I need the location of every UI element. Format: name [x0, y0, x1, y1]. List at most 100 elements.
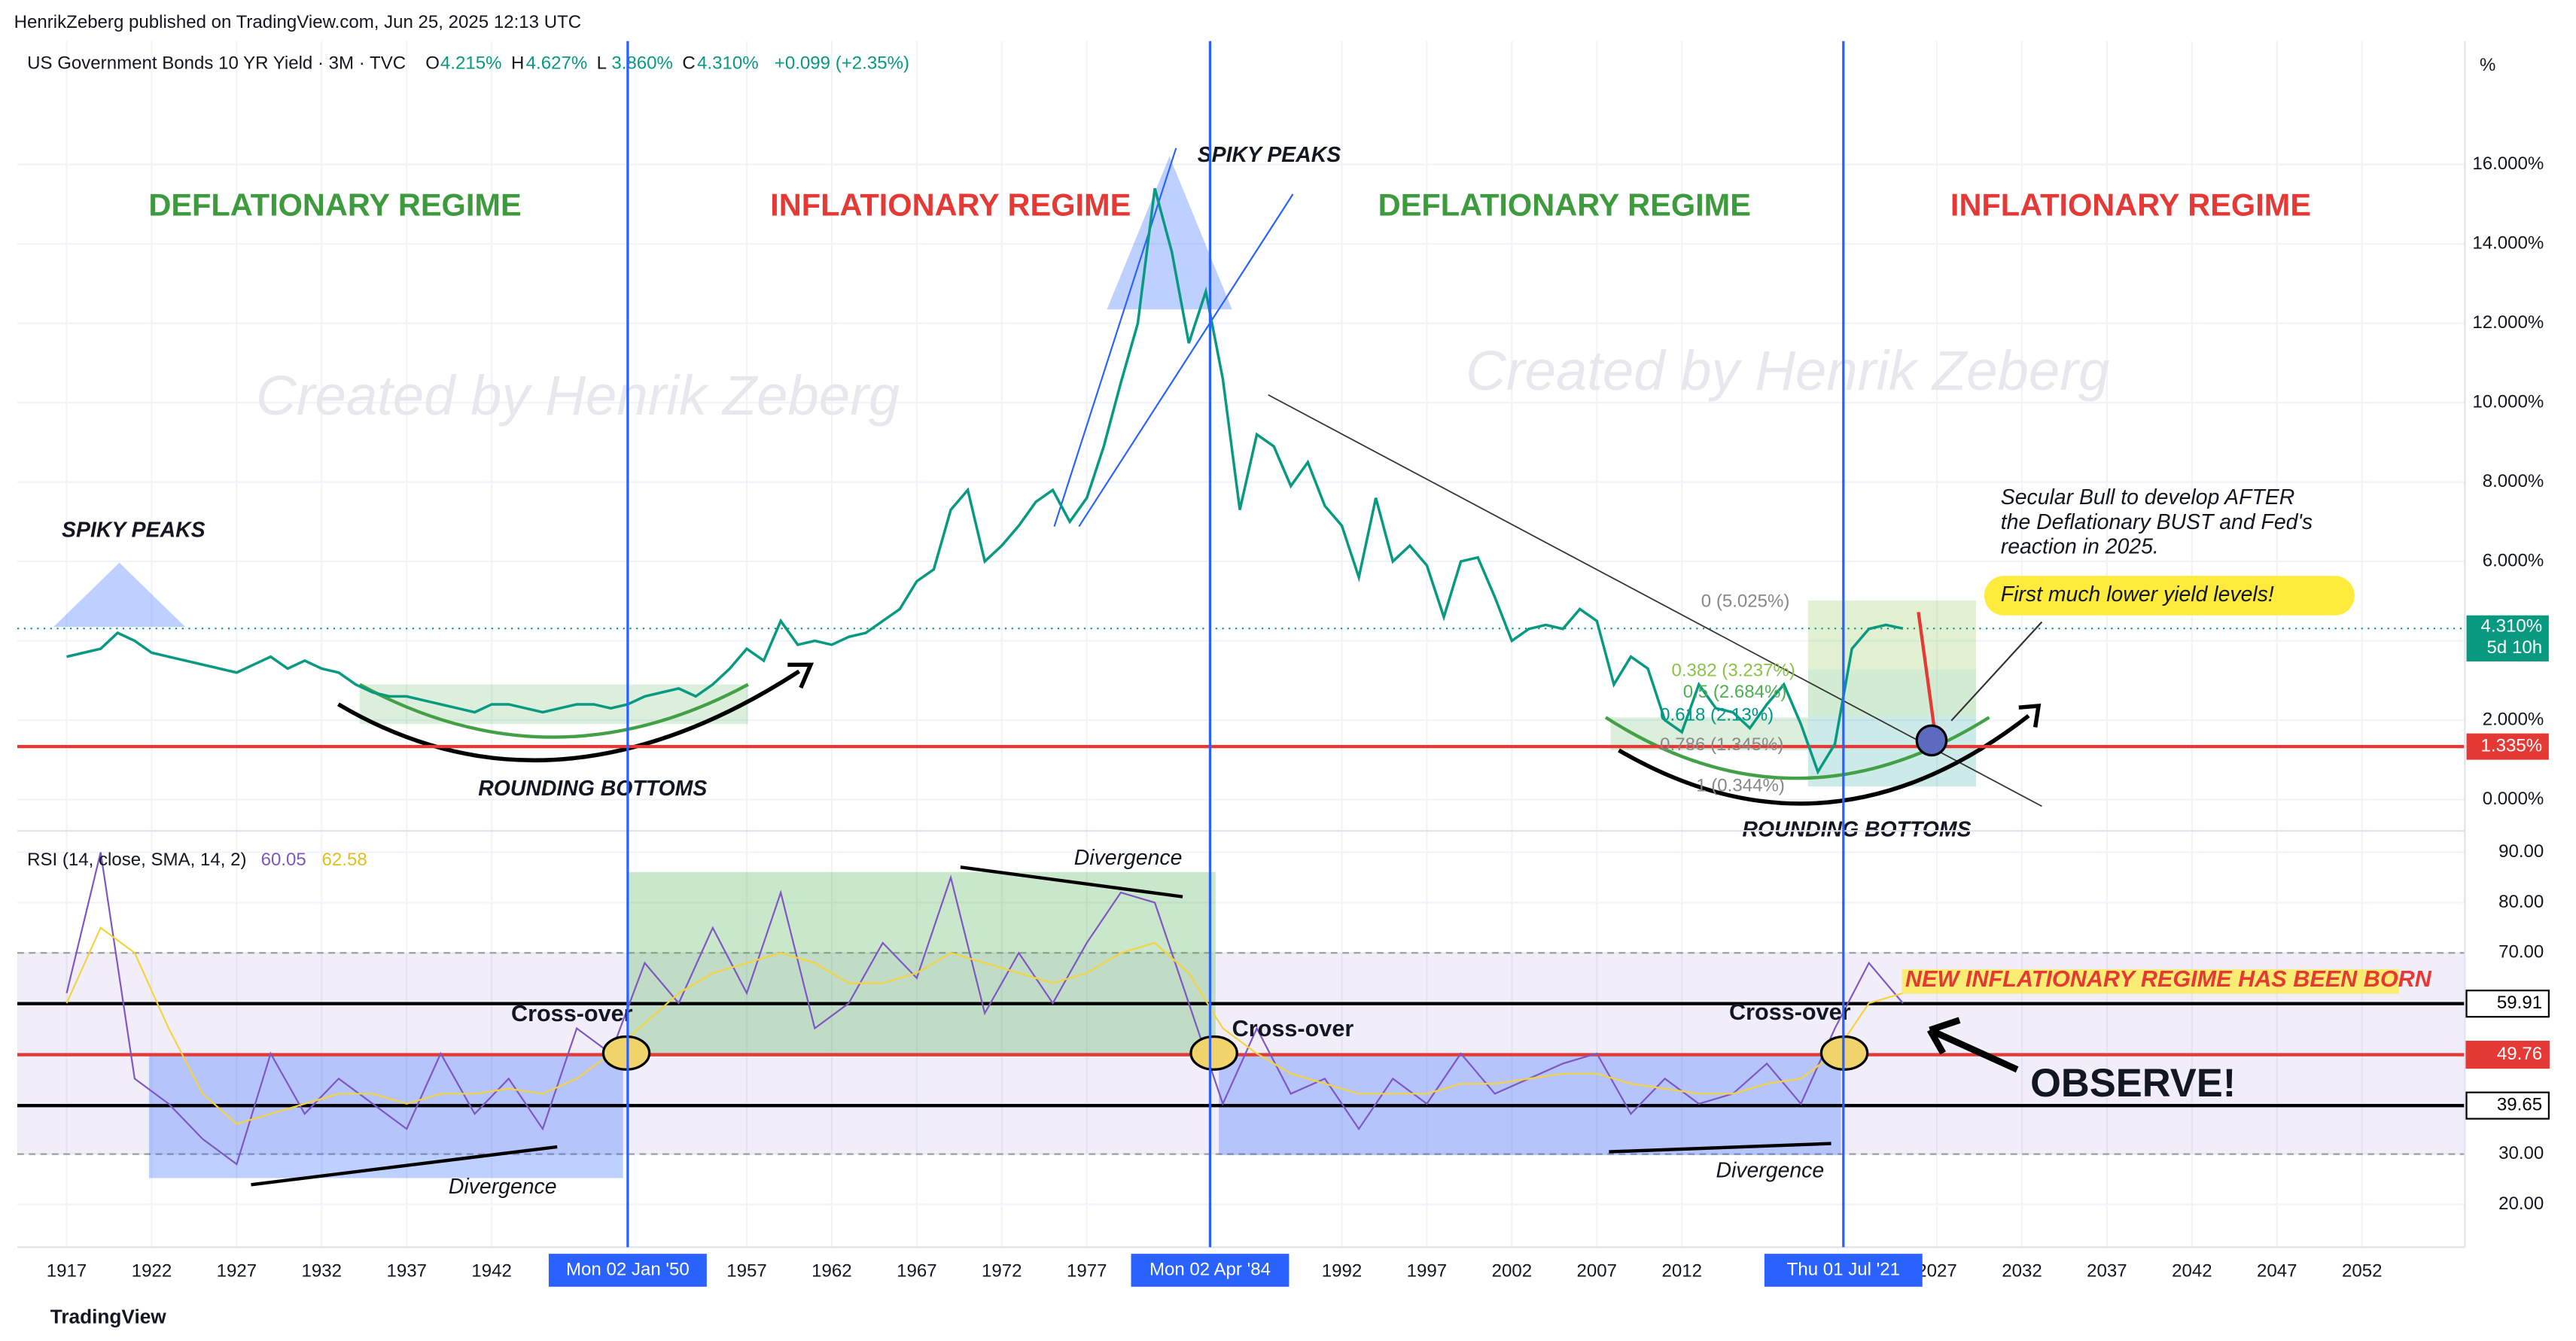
annotation: Divergence — [1716, 1158, 1824, 1182]
rounding-arc — [358, 683, 749, 739]
y-tick-label: 6.000% — [2483, 550, 2544, 570]
regime-label: INFLATIONARY REGIME — [1950, 187, 2311, 222]
sma-value: 62.58 — [322, 850, 367, 870]
y-tick-label: 30.00 — [2498, 1143, 2544, 1163]
countdown: 5d 10h — [2487, 637, 2543, 658]
x-tick-label: 1972 — [982, 1261, 1022, 1282]
watermark: Created by Henrik Zeberg — [1466, 339, 2109, 402]
callout — [1984, 576, 2355, 616]
arrow — [1917, 612, 1937, 733]
x-tick-label: 2007 — [1577, 1261, 1617, 1282]
x-tick-label: 2047 — [2257, 1261, 2297, 1282]
peak-triangle — [1107, 156, 1232, 310]
level-tag-label: 39.65 — [2497, 1095, 2542, 1115]
annotation: SPIKY PEAKS — [1198, 143, 1341, 167]
fib-label: 0.618 (2.13%) — [1660, 704, 1774, 725]
ohlc: O 4.215% H 4.627% L 3.860% C 4.310% +0.099 (+2.3… — [425, 53, 909, 74]
callout-text: First much lower yield levels! — [2001, 582, 2274, 607]
marker-circle — [1915, 724, 1948, 757]
ohlc-value: 4.627% — [526, 53, 588, 74]
ohlc-value: 4.310% — [697, 53, 759, 74]
y-tick-label: 20.00 — [2498, 1194, 2544, 1214]
date-tag — [1764, 1254, 1923, 1287]
y-tick-label: 70.00 — [2498, 942, 2544, 962]
trend-line — [1268, 394, 2042, 807]
bottom-box — [359, 684, 748, 725]
y-tick-label: 16.000% — [2472, 154, 2544, 174]
price-tag — [2466, 733, 2549, 760]
fib-label: 0 (5.025%) — [1701, 591, 1790, 612]
y-tick-label: 80.00 — [2498, 892, 2544, 912]
rounding-arc — [1618, 713, 2030, 806]
x-tick-label: 1957 — [726, 1261, 767, 1282]
annotation: ROUNDING BOTTOMS — [478, 777, 707, 801]
y-tick-label: 8.000% — [2483, 471, 2544, 491]
x-tick-label: 1977 — [1067, 1261, 1107, 1282]
x-tick-label: 1937 — [387, 1261, 428, 1282]
note: the Deflationary BUST and Fed's — [2001, 510, 2313, 534]
divergence-line — [1609, 1142, 1832, 1154]
level-tag-label: 49.76 — [2497, 1044, 2542, 1064]
rounding-arc — [336, 669, 801, 763]
ohlc-key: H — [511, 53, 524, 74]
price-tag-label: 1.335% — [2481, 735, 2543, 756]
rsi-title: RSI (14, close, SMA, 14, 2) — [27, 850, 246, 870]
x-tick-label: 1932 — [302, 1261, 343, 1282]
overlay: Mon 02 Jan '50 Mon 02 Apr '84 Thu 01 Jul '… — [548, 41, 2550, 1287]
annotation: Cross-over — [1232, 1016, 1354, 1041]
x-tick-label: 1942 — [471, 1261, 512, 1282]
x-tick-label: 2002 — [1492, 1261, 1533, 1282]
x-tick-label: 1927 — [217, 1261, 257, 1282]
note: Secular Bull to develop AFTER — [2001, 485, 2295, 509]
y-tick-label: 14.000% — [2472, 233, 2544, 254]
unit: % — [2480, 55, 2495, 75]
crossover-marker — [601, 1035, 651, 1071]
y-tick-label: 90.00 — [2498, 841, 2544, 862]
y-tick-label: 0.000% — [2483, 789, 2544, 809]
publisher: HenrikZeberg published on TradingView.co… — [14, 12, 581, 32]
annotation: Cross-over — [511, 1001, 633, 1026]
date-tag-label: Mon 02 Jan '50 — [566, 1259, 690, 1279]
rsi-value: 60.05 — [261, 850, 306, 870]
ohlc-value: 4.215% — [440, 53, 502, 74]
annotation: Cross-over — [1729, 999, 1851, 1025]
x-tick-label: 2012 — [1661, 1261, 1702, 1282]
note: reaction in 2025. — [2001, 535, 2159, 559]
price-tag-label: 4.310% — [2481, 616, 2543, 636]
x-tick-label: 1922 — [132, 1261, 172, 1282]
x-tick-label: 1992 — [1322, 1261, 1363, 1282]
x-tick-label: 2037 — [2087, 1261, 2127, 1282]
footer: TradingView — [50, 1305, 167, 1327]
bottom-box — [1610, 717, 1808, 751]
watermark: Created by Henrik Zeberg — [256, 364, 900, 427]
annotation: Divergence — [449, 1175, 557, 1199]
x-tick-label: 2027 — [1917, 1261, 1956, 1282]
fib-zone — [1807, 669, 1976, 716]
level-tag-label: 59.91 — [2497, 993, 2542, 1013]
level-tag — [2465, 1091, 2550, 1120]
regime-label: INFLATIONARY REGIME — [770, 187, 1131, 222]
annotation: SPIKY PEAKS — [62, 518, 206, 543]
arrow-head — [787, 662, 815, 689]
fib-label: 0.5 (2.684%) — [1683, 682, 1787, 702]
series-line — [65, 852, 1904, 1166]
regime-label: DEFLATIONARY REGIME — [148, 187, 521, 222]
crossover-marker — [1189, 1035, 1238, 1071]
level-tag — [2465, 1040, 2550, 1069]
series-line — [66, 187, 1904, 775]
trend-line — [1078, 193, 1294, 528]
series-line — [65, 926, 1904, 1125]
x-tick-label: 1962 — [811, 1261, 852, 1282]
date-tag — [548, 1254, 707, 1287]
x-tick-label: 1917 — [47, 1261, 87, 1282]
highlight — [1902, 968, 2399, 994]
annotation: Divergence — [1074, 846, 1183, 870]
annotation: NEW INFLATIONARY REGIME HAS BEEN BORN — [1905, 966, 2432, 992]
price-layer — [17, 187, 2465, 775]
arrow-head — [2018, 703, 2042, 728]
x-tick-label: 2042 — [2172, 1261, 2212, 1282]
change: +0.099 (+2.35%) — [775, 53, 909, 74]
divergence-line — [960, 865, 1183, 899]
